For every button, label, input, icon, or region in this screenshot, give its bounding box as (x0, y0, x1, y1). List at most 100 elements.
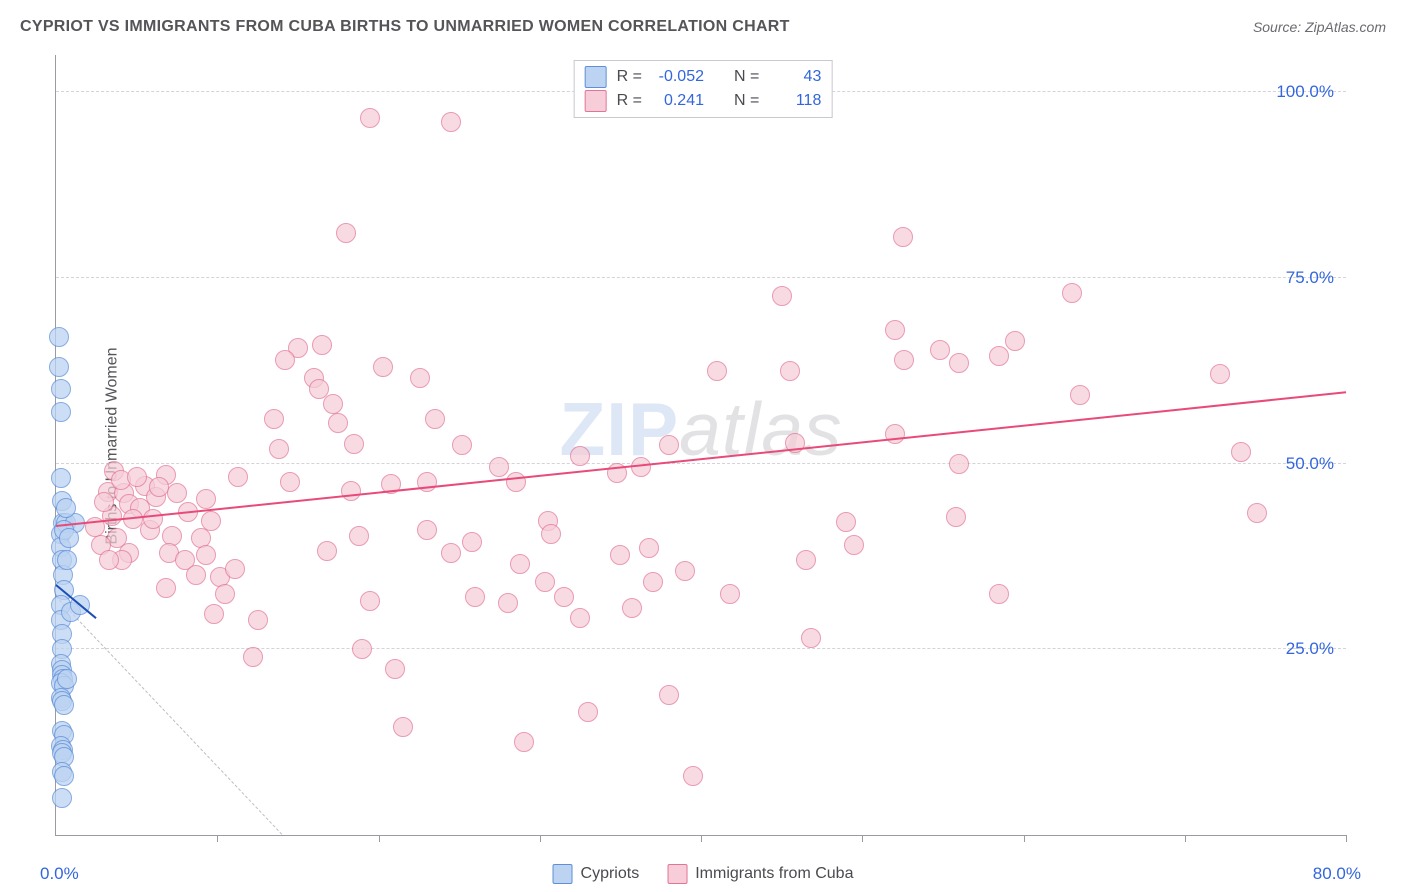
data-point-cuba (312, 335, 332, 355)
data-point-cuba (622, 598, 642, 618)
legend-label: Cypriots (581, 865, 640, 883)
data-point-cuba (801, 628, 821, 648)
data-point-cypriots (56, 498, 76, 518)
data-point-cuba (720, 584, 740, 604)
gridline (56, 463, 1346, 464)
data-point-cuba (949, 353, 969, 373)
data-point-cuba (949, 454, 969, 474)
data-point-cuba (796, 550, 816, 570)
data-point-cypriots (57, 550, 77, 570)
correlation-stat-box: R = -0.052 N = 43 R = 0.241 N = 118 (574, 60, 833, 118)
data-point-cuba (541, 524, 561, 544)
legend-swatch-icon (553, 864, 573, 884)
data-point-cypriots (51, 402, 71, 422)
data-point-cuba (360, 591, 380, 611)
data-point-cuba (393, 717, 413, 737)
data-point-cuba (462, 532, 482, 552)
data-point-cuba (578, 702, 598, 722)
x-axis-origin-label: 0.0% (40, 864, 79, 884)
stat-r-key: R = (617, 92, 642, 110)
data-point-cuba (489, 457, 509, 477)
data-point-cuba (204, 604, 224, 624)
data-point-cuba (243, 647, 263, 667)
data-point-cuba (498, 593, 518, 613)
data-point-cuba (323, 394, 343, 414)
data-point-cuba (683, 766, 703, 786)
data-point-cuba (352, 639, 372, 659)
data-point-cuba (465, 587, 485, 607)
x-tick (217, 835, 218, 842)
stat-r-value: -0.052 (652, 68, 704, 86)
data-point-cuba (659, 685, 679, 705)
data-point-cuba (385, 659, 405, 679)
data-point-cypriots (49, 357, 69, 377)
data-point-cypriots (51, 468, 71, 488)
data-point-cypriots (51, 379, 71, 399)
data-point-cuba (894, 350, 914, 370)
data-point-cuba (280, 472, 300, 492)
data-point-cuba (930, 340, 950, 360)
data-point-cuba (441, 112, 461, 132)
x-axis-end-label: 80.0% (1313, 864, 1361, 884)
x-tick (862, 835, 863, 842)
stat-n-value: 118 (769, 92, 821, 110)
data-point-cuba (410, 368, 430, 388)
data-point-cuba (94, 492, 114, 512)
data-point-cuba (317, 541, 337, 561)
x-tick (379, 835, 380, 842)
y-tick-label: 50.0% (1286, 454, 1334, 474)
y-tick-label: 75.0% (1286, 268, 1334, 288)
data-point-cuba (554, 587, 574, 607)
chart-title: CYPRIOT VS IMMIGRANTS FROM CUBA BIRTHS T… (20, 18, 790, 36)
data-point-cuba (780, 361, 800, 381)
data-point-cuba (885, 320, 905, 340)
data-point-cuba (215, 584, 235, 604)
data-point-cuba (1070, 385, 1090, 405)
stat-r-value: 0.241 (652, 92, 704, 110)
x-tick (1185, 835, 1186, 842)
data-point-cuba (844, 535, 864, 555)
data-point-cuba (417, 520, 437, 540)
data-point-cuba (344, 434, 364, 454)
trendline-cuba (56, 391, 1346, 527)
legend-swatch-icon (667, 864, 687, 884)
data-point-cuba (772, 286, 792, 306)
stat-n-value: 43 (769, 68, 821, 86)
data-point-cuba (225, 559, 245, 579)
x-tick (1346, 835, 1347, 842)
data-point-cuba (707, 361, 727, 381)
data-point-cuba (1005, 331, 1025, 351)
data-point-cuba (328, 413, 348, 433)
legend-label: Immigrants from Cuba (695, 865, 853, 883)
data-point-cypriots (54, 766, 74, 786)
data-point-cypriots (52, 788, 72, 808)
gridline (56, 277, 1346, 278)
data-point-cuba (1210, 364, 1230, 384)
source-attribution: Source: ZipAtlas.com (1253, 19, 1386, 35)
stat-swatch-icon (585, 66, 607, 88)
data-point-cuba (946, 507, 966, 527)
data-point-cuba (167, 483, 187, 503)
data-point-cuba (341, 481, 361, 501)
data-point-cuba (659, 435, 679, 455)
stat-r-key: R = (617, 68, 642, 86)
stat-n-key: N = (734, 68, 759, 86)
data-point-cuba (639, 538, 659, 558)
data-point-cuba (196, 545, 216, 565)
data-point-cuba (570, 608, 590, 628)
y-tick-label: 100.0% (1276, 82, 1334, 102)
data-point-cuba (610, 545, 630, 565)
data-point-cuba (186, 565, 206, 585)
stat-row-cuba: R = 0.241 N = 118 (585, 89, 822, 113)
data-point-cuba (99, 550, 119, 570)
legend: Cypriots Immigrants from Cuba (553, 864, 854, 884)
data-point-cuba (441, 543, 461, 563)
data-point-cuba (264, 409, 284, 429)
x-tick (701, 835, 702, 842)
data-point-cuba (228, 467, 248, 487)
data-point-cuba (893, 227, 913, 247)
data-point-cypriots (59, 528, 79, 548)
data-point-cuba (349, 526, 369, 546)
scatter-plot-area: ZIPatlas 25.0%50.0%75.0%100.0% (55, 55, 1346, 836)
data-point-cuba (1247, 503, 1267, 523)
